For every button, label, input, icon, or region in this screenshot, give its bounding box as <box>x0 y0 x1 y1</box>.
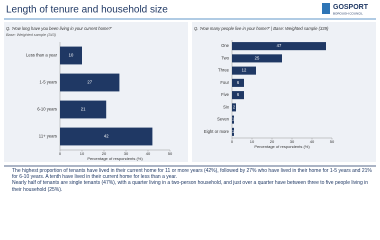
y-tick-label: Three <box>218 68 230 73</box>
logo-name: GOSPORT <box>333 4 369 11</box>
y-tick-label: 1-5 years <box>40 80 57 85</box>
data-label: 10 <box>69 53 74 58</box>
x-tick-label: 0 <box>59 151 62 156</box>
logo-subtitle: BOROUGH COUNCIL <box>333 11 363 15</box>
y-tick-label: Eight or more <box>204 129 230 134</box>
slide-title: Length of tenure and household size <box>6 5 168 16</box>
bar <box>232 78 244 87</box>
data-label: 42 <box>104 134 109 139</box>
y-tick-label: Seven <box>217 117 230 122</box>
data-label: 2 <box>233 104 236 109</box>
data-label: 1 <box>232 129 235 134</box>
y-tick-label: 6-10 years <box>37 107 57 112</box>
bar <box>60 100 107 119</box>
logo-icon <box>322 3 330 14</box>
bar <box>60 46 82 65</box>
x-tick-label: 50 <box>330 139 335 144</box>
x-axis-label: Percentage of respondents (%) <box>254 144 310 149</box>
x-tick-label: 40 <box>146 151 151 156</box>
data-label: 1 <box>232 117 235 122</box>
chart-title: Q. 'How long have you been living in you… <box>6 26 112 31</box>
y-tick-label: One <box>221 43 230 48</box>
bullet-list: The highest proportion of tenants have l… <box>4 168 376 193</box>
bar <box>60 127 153 146</box>
y-tick-label: Four <box>220 80 229 85</box>
data-label: 21 <box>81 107 86 112</box>
slide: Length of tenure and household size GOSP… <box>0 0 380 214</box>
x-tick-label: 10 <box>250 139 255 144</box>
y-tick-label: 11+ years <box>39 134 57 139</box>
bullets-box: The highest proportion of tenants have l… <box>4 168 376 214</box>
bar <box>232 54 282 63</box>
bar <box>232 91 244 100</box>
y-tick-label: Less than a year <box>26 53 58 58</box>
data-label: 6 <box>237 92 240 97</box>
x-tick-label: 0 <box>231 139 234 144</box>
data-label: 27 <box>87 80 92 85</box>
chart-title: Q. 'How many people live in your home?' … <box>194 26 329 31</box>
bullet: The highest proportion of tenants have l… <box>12 168 376 180</box>
chart-subtitle: Base: Weighted sample (343) <box>6 33 57 37</box>
data-label: 47 <box>277 43 282 48</box>
y-tick-label: Two <box>221 55 229 60</box>
x-tick-label: 20 <box>102 151 107 156</box>
data-label: 25 <box>255 55 260 60</box>
x-tick-label: 30 <box>290 139 295 144</box>
bar <box>232 103 236 112</box>
bullet: Nearly half of tenants are single tenant… <box>12 180 376 192</box>
x-tick-label: 50 <box>168 151 173 156</box>
bar <box>232 115 234 124</box>
bar <box>232 66 256 75</box>
x-axis-label: Percentage of respondents (%) <box>87 156 143 161</box>
data-label: 12 <box>242 68 247 73</box>
y-tick-label: Five <box>221 92 230 97</box>
x-tick-label: 20 <box>270 139 275 144</box>
x-tick-label: 40 <box>310 139 315 144</box>
bar <box>232 127 234 136</box>
data-label: 6 <box>237 80 240 85</box>
x-tick-label: 30 <box>124 151 129 156</box>
x-tick-label: 10 <box>80 151 85 156</box>
bar <box>60 73 120 92</box>
bar <box>232 42 326 51</box>
y-tick-label: Six <box>223 104 230 109</box>
